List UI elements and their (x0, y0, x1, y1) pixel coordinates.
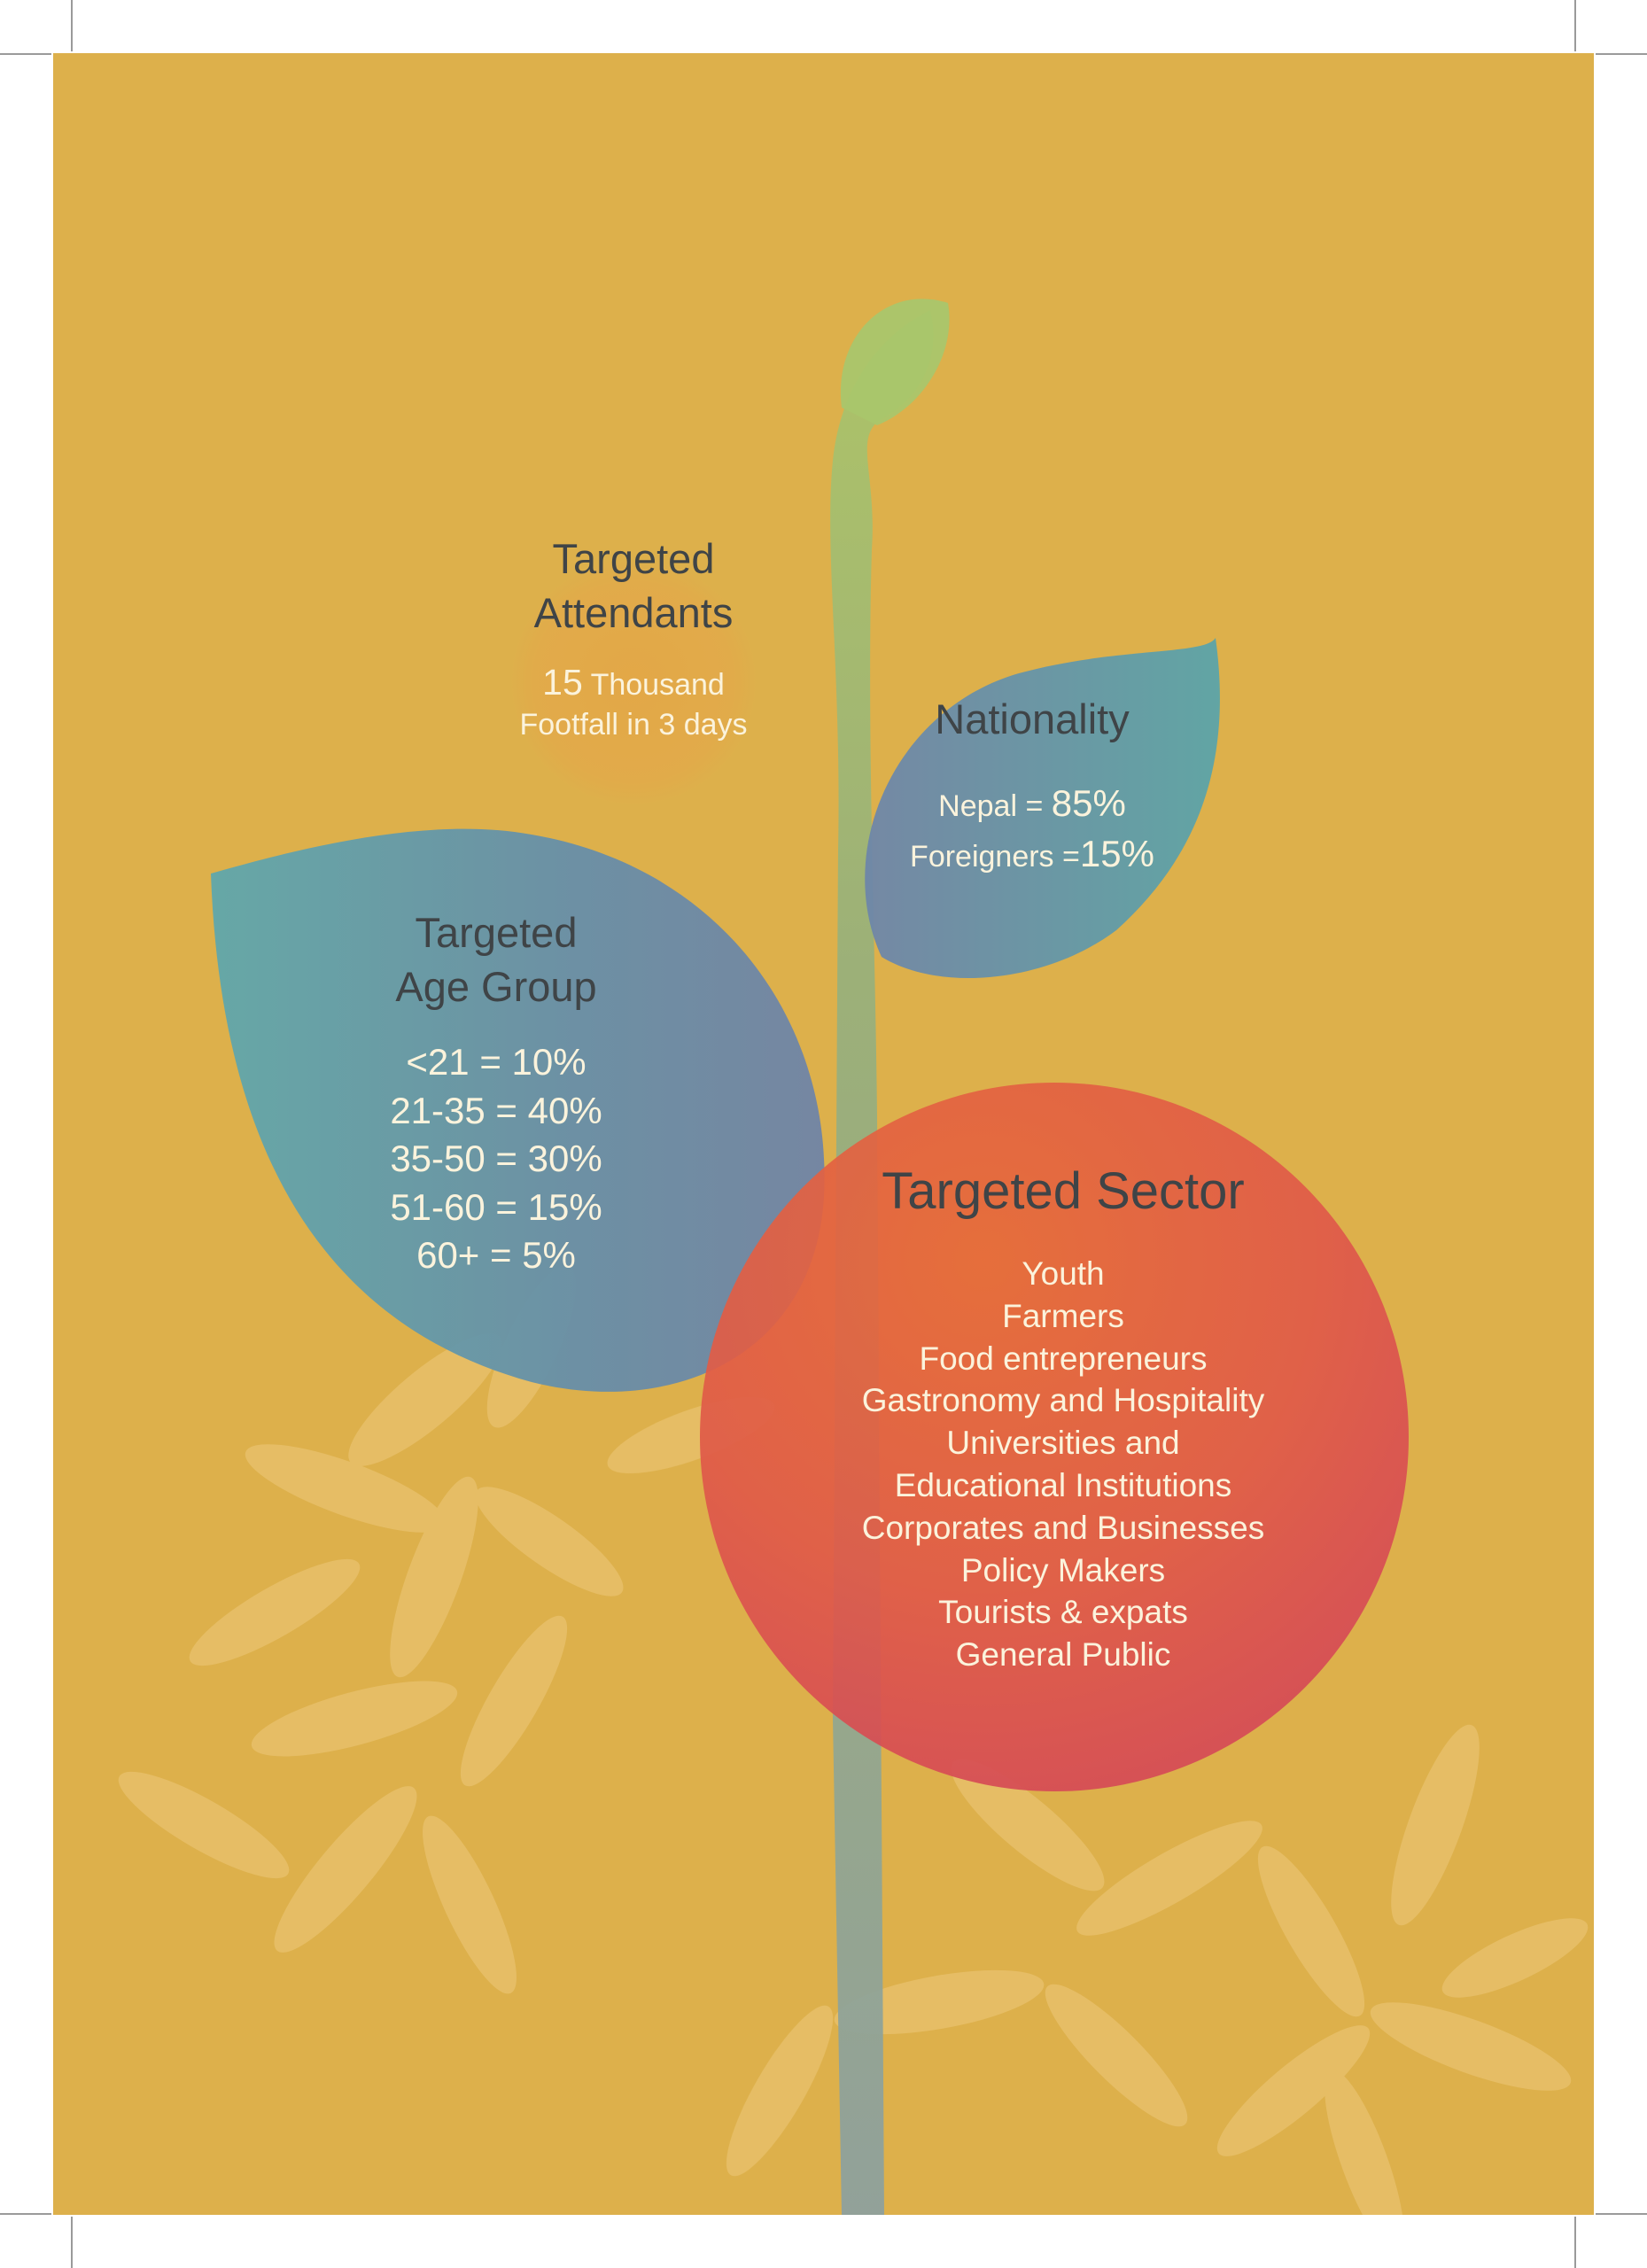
sector-item: Food entrepreneurs (919, 1340, 1208, 1377)
nationality-details: Nepal = 85% Foreigners =15% (864, 780, 1200, 881)
age-group-row: 35-50 = 30% (390, 1138, 602, 1179)
age-group-leaf (211, 828, 825, 1392)
attendants-count-unit: Thousand (582, 668, 725, 702)
nationality-nepal-value: 85% (1051, 782, 1126, 824)
age-group-title-line2: Age Group (395, 963, 597, 1010)
crop-mark (71, 0, 73, 51)
age-group-title-line1: Targeted (415, 909, 578, 956)
nationality-foreigners: Foreigners =15% (864, 830, 1200, 881)
sector-title: Targeted Sector (882, 1162, 1245, 1220)
plant-illustration (53, 53, 1594, 2215)
sector-item: Tourists & expats (938, 1594, 1188, 1631)
sector-item: Corporates and Businesses (861, 1509, 1265, 1546)
sector-item: Farmers (1002, 1297, 1124, 1334)
nationality-foreigners-label: Foreigners = (910, 840, 1080, 874)
sector-circle (700, 1083, 1409, 1791)
crop-mark (1574, 0, 1576, 51)
attendants-footfall: Footfall in 3 days (519, 708, 748, 742)
sprout-leaf (840, 299, 950, 425)
attendants-title-line2: Attendants (533, 589, 734, 636)
age-group-row: 60+ = 5% (416, 1234, 576, 1276)
attendants-title: Targeted Attendants (501, 532, 766, 640)
attendants-title-line1: Targeted (552, 535, 715, 582)
sector-item: Educational Institutions (894, 1466, 1232, 1503)
attendants-count-number: 15 (542, 662, 583, 703)
attendants-count: 15 Thousand (474, 663, 793, 705)
age-group-row: 21-35 = 40% (390, 1089, 602, 1131)
nationality-title: Nationality (935, 695, 1130, 742)
plant-stem (830, 310, 934, 2215)
attendants-details: 15 Thousand Footfall in 3 days (474, 663, 793, 745)
nationality-leaf (865, 638, 1220, 978)
age-group-title: Targeted Age Group (354, 905, 638, 1014)
nationality-foreigners-value: 15% (1079, 833, 1154, 874)
crop-mark (1596, 53, 1647, 55)
nationality-nepal-label: Nepal = (938, 789, 1052, 823)
background-leaves (118, 1265, 1589, 2215)
crop-mark (71, 2217, 73, 2268)
sector-item: Policy Makers (960, 1551, 1166, 1588)
crop-mark (0, 2213, 51, 2215)
crop-mark (0, 53, 51, 55)
crop-mark (1574, 2217, 1576, 2268)
age-group-rows: <21 = 10% 21-35 = 40% 35-50 = 30% 51-60 … (354, 1038, 638, 1280)
age-group-row: <21 = 10% (406, 1041, 587, 1083)
sector-item: Gastronomy and Hospitality (861, 1382, 1265, 1419)
attendants-circle (509, 558, 757, 806)
nationality-nepal: Nepal = 85% (864, 780, 1200, 830)
sector-item: Youth (1022, 1255, 1105, 1292)
sector-list: Youth Farmers Food entrepreneurs Gastron… (815, 1253, 1311, 1676)
sector-item: General Public (955, 1636, 1171, 1674)
sector-item: Universities and (946, 1425, 1180, 1462)
crop-mark (1596, 2213, 1647, 2215)
infographic-page: Targeted Attendants 15 Thousand Footfall… (53, 53, 1594, 2215)
age-group-row: 51-60 = 15% (390, 1185, 602, 1228)
